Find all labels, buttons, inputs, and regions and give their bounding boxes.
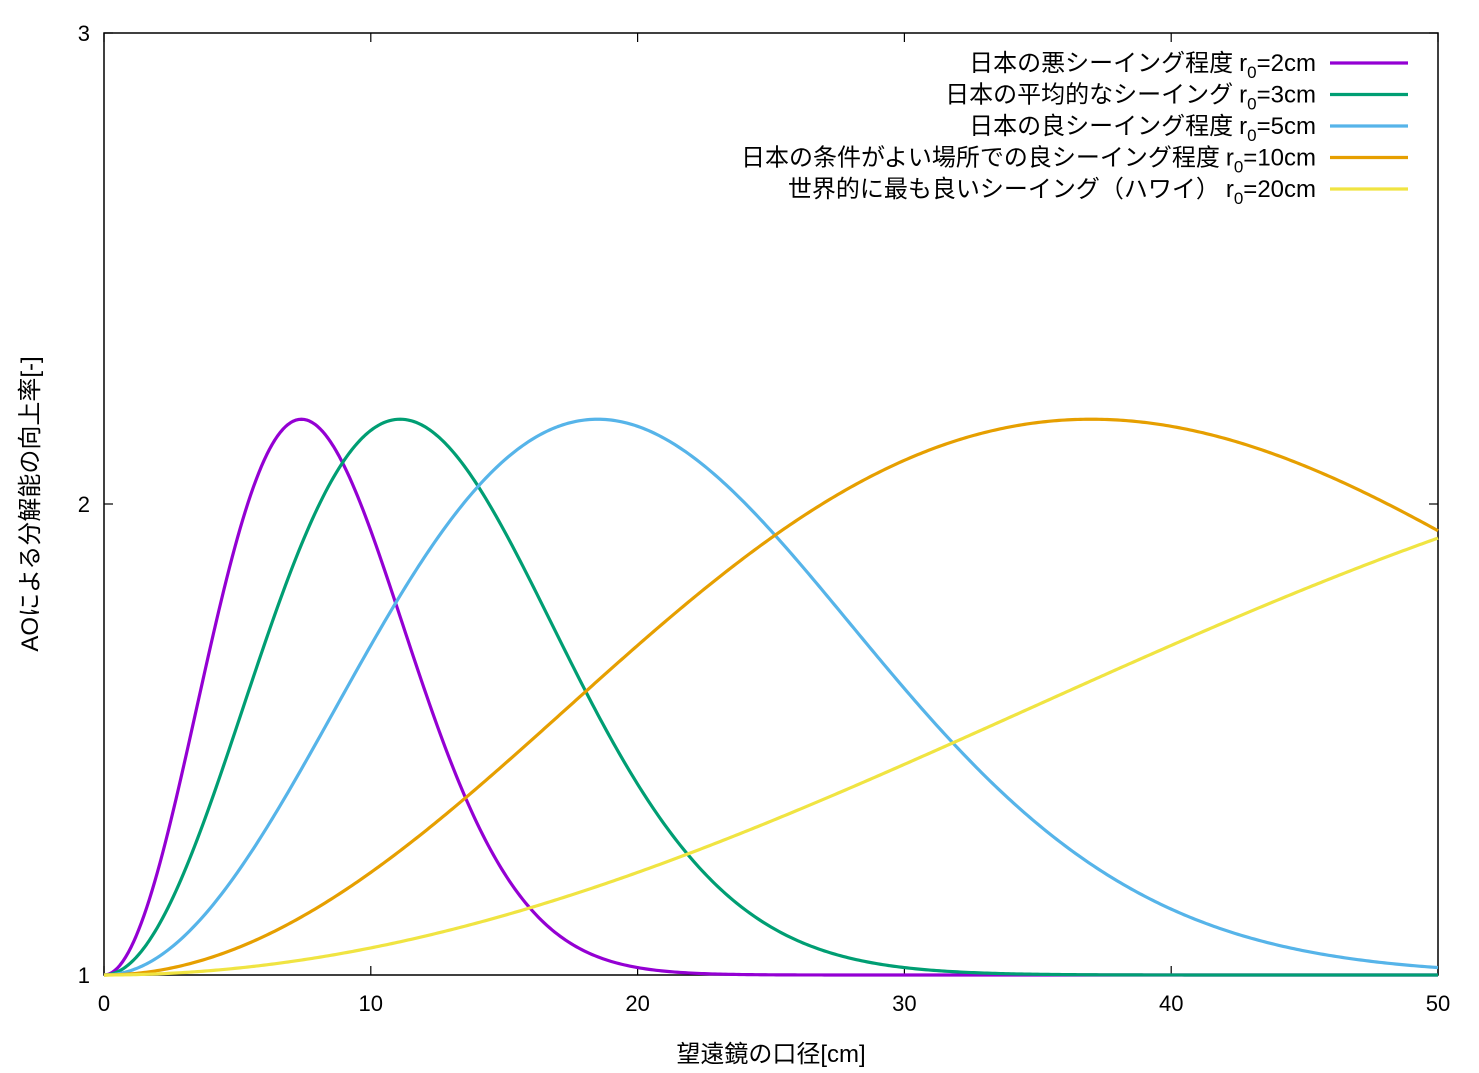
series-line-4 xyxy=(103,417,1439,977)
legend-r0-symbol: r xyxy=(1239,113,1247,140)
legend-r0-subscript: 0 xyxy=(1234,158,1243,177)
legend-series-name: 日本の平均的なシーイング xyxy=(945,82,1233,109)
x-tick-label: 20 xyxy=(625,991,649,1016)
y-tick-label: 3 xyxy=(78,21,90,46)
legend-label-5: 世界的に最も良いシーイング（ハワイ） r0=20cm xyxy=(788,176,1316,208)
series-line-2 xyxy=(103,417,1438,977)
legend-label-4: 日本の条件がよい場所での良シーイング程度 r0=10cm xyxy=(741,145,1316,177)
legend-series-name: 日本の条件がよい場所での良シーイング程度 xyxy=(741,145,1220,172)
x-tick-label: 50 xyxy=(1426,991,1450,1016)
y-axis-label: AOによる分解能の向上率[-] xyxy=(17,356,44,651)
legend-r0-value: =20cm xyxy=(1243,176,1316,203)
legend-label-1: 日本の悪シーイング程度 r0=2cm xyxy=(969,50,1316,82)
legend-series-name: 世界的に最も良いシーイング（ハワイ） xyxy=(788,176,1220,203)
legend-r0-subscript: 0 xyxy=(1247,63,1256,82)
x-axis-label: 望遠鏡の口径[cm] xyxy=(676,1041,865,1068)
legend-label-3: 日本の良シーイング程度 r0=5cm xyxy=(969,113,1316,145)
legend-r0-value: =2cm xyxy=(1257,50,1316,77)
legend-series-name: 日本の良シーイング程度 xyxy=(969,113,1233,140)
x-tick-label: 30 xyxy=(892,991,916,1016)
legend-r0-value: =10cm xyxy=(1243,145,1316,172)
series-line-1 xyxy=(103,417,1438,977)
legend-r0-subscript: 0 xyxy=(1247,95,1256,114)
y-tick-label: 1 xyxy=(78,963,90,988)
series-layer xyxy=(103,417,1439,977)
legend-r0-symbol: r xyxy=(1226,145,1234,172)
x-tick-label: 0 xyxy=(98,991,110,1016)
legend-r0-symbol: r xyxy=(1239,50,1247,77)
legend-r0-symbol: r xyxy=(1239,82,1247,109)
series-line-3 xyxy=(103,417,1439,977)
ticks: 0 10 20 30 40 50 1 2 3 xyxy=(78,21,1450,1016)
legend-series-name: 日本の悪シーイング程度 xyxy=(969,50,1233,77)
x-tick-label: 10 xyxy=(359,991,383,1016)
legend-label-2: 日本の平均的なシーイング r0=3cm xyxy=(945,82,1316,114)
legend-r0-value: =5cm xyxy=(1257,113,1316,140)
legend-r0-subscript: 0 xyxy=(1234,189,1243,208)
legend-r0-value: =3cm xyxy=(1257,82,1316,109)
x-tick-label: 40 xyxy=(1159,991,1183,1016)
legend-r0-subscript: 0 xyxy=(1247,126,1256,145)
series-line-5 xyxy=(104,536,1439,977)
legend-r0-symbol: r xyxy=(1226,176,1234,203)
y-tick-label: 2 xyxy=(78,492,90,517)
